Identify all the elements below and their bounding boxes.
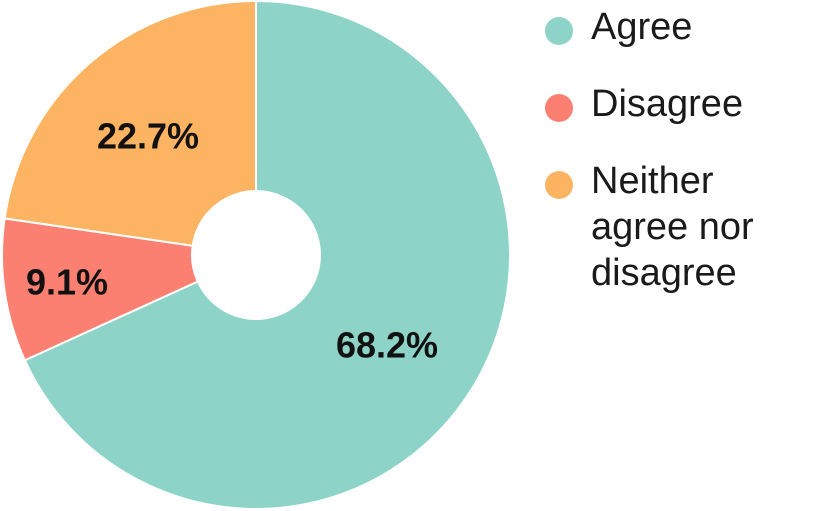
legend-item-disagree: Disagree <box>545 81 811 127</box>
slice-label-neither: 22.7% <box>97 116 199 157</box>
legend-label-agree: Agree <box>591 6 693 48</box>
legend-item-neither: Neither agree nor disagree <box>545 158 811 296</box>
legend: Agree Disagree Neither agree nor disagre… <box>545 0 830 511</box>
slice-label-disagree: 9.1% <box>26 262 108 303</box>
legend-swatch-disagree <box>545 94 573 122</box>
legend-item-agree: Agree <box>545 4 811 50</box>
legend-swatch-agree <box>545 17 573 45</box>
legend-label-disagree: Disagree <box>591 83 744 125</box>
legend-swatch-neither <box>545 171 573 199</box>
donut-chart: 68.2% 9.1% 22.7% <box>1 0 511 510</box>
slice-label-agree: 68.2% <box>336 325 438 366</box>
slice-disagree <box>1 217 200 362</box>
slice-neither <box>3 0 257 247</box>
legend-label-neither: Neither agree nor disagree <box>591 160 754 294</box>
slice-agree <box>23 0 511 510</box>
